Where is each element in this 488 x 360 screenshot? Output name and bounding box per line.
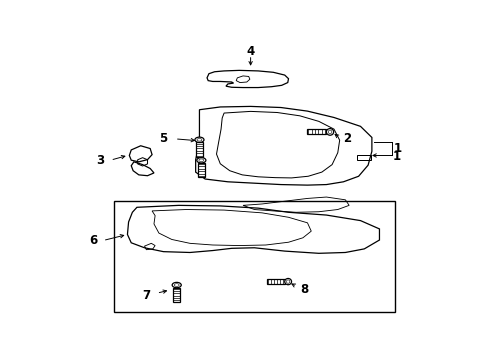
Ellipse shape xyxy=(196,158,205,163)
Ellipse shape xyxy=(284,279,291,285)
Text: 6: 6 xyxy=(89,234,97,247)
Bar xyxy=(114,201,394,312)
FancyBboxPatch shape xyxy=(173,288,180,302)
FancyBboxPatch shape xyxy=(196,143,203,157)
Text: 4: 4 xyxy=(246,45,254,58)
Text: 1: 1 xyxy=(392,142,401,155)
Text: 7: 7 xyxy=(142,289,150,302)
Text: 8: 8 xyxy=(300,283,308,296)
FancyBboxPatch shape xyxy=(266,279,284,284)
Text: 1: 1 xyxy=(392,150,400,163)
Ellipse shape xyxy=(172,282,181,288)
Text: 2: 2 xyxy=(343,131,351,144)
Text: 5: 5 xyxy=(158,131,166,144)
Ellipse shape xyxy=(195,137,203,143)
Text: 3: 3 xyxy=(96,154,104,167)
FancyBboxPatch shape xyxy=(306,130,326,134)
Ellipse shape xyxy=(326,129,333,135)
FancyBboxPatch shape xyxy=(198,163,204,177)
